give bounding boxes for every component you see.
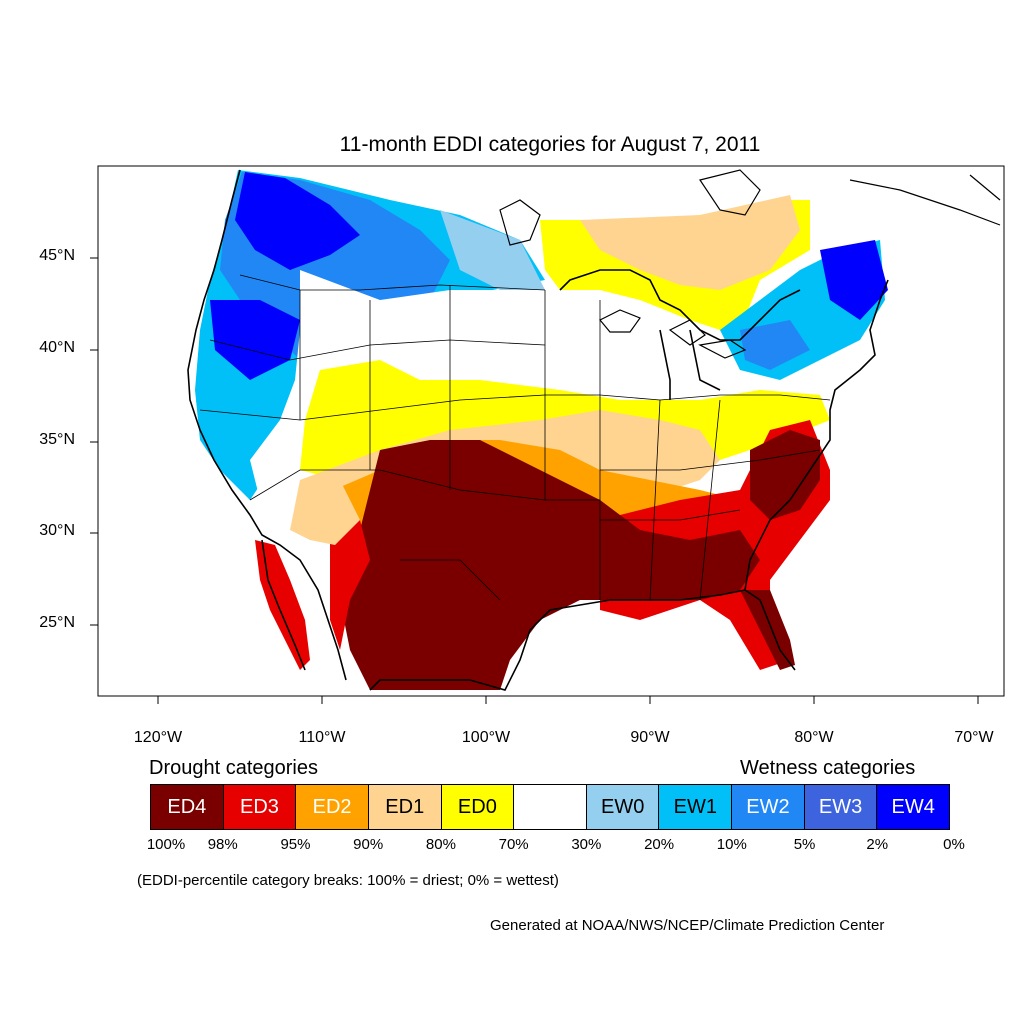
- credit-line: Generated at NOAA/NWS/NCEP/Climate Predi…: [490, 917, 885, 934]
- legend-cell-normal: [514, 785, 587, 829]
- region-ed3-southwest: [330, 520, 370, 650]
- region-ew2-northeast: [740, 320, 810, 370]
- region-ew4-northeast: [820, 240, 888, 320]
- map-canvas: [187, 169, 1001, 691]
- lon-label-100w: 100°W: [461, 729, 511, 746]
- lat-label-45: 45°N: [39, 247, 75, 264]
- percentile-tick: 98%: [207, 836, 238, 853]
- category-legend: ED4 ED3 ED2 ED1 ED0 EW0 EW1 EW2 EW3 EW4: [150, 784, 950, 830]
- lon-label-110w: 110°W: [298, 729, 346, 746]
- percentile-tick: 70%: [498, 836, 529, 853]
- canada-lakes: [499, 169, 1001, 359]
- lon-label-120w: 120°W: [133, 729, 183, 746]
- region-ed4-south: [330, 440, 760, 690]
- legend-cell-ew0: EW0: [586, 785, 660, 829]
- legend-cell-ed1: ED1: [368, 785, 442, 829]
- legend-cell-ed2: ED2: [296, 785, 369, 829]
- map-title: 11-month EDDI categories for August 7, 2…: [339, 133, 761, 156]
- percentile-tick: 5%: [793, 836, 816, 853]
- category-fill-regions: [195, 170, 888, 690]
- region-ed4-florida: [740, 590, 795, 670]
- percentile-tick: 30%: [571, 836, 602, 853]
- percentile-tick: 0%: [943, 836, 965, 853]
- legend-cell-ew1: EW1: [659, 785, 733, 829]
- lat-label-40: 40°N: [39, 339, 75, 356]
- percentile-tick: 100%: [146, 836, 186, 853]
- percentile-tick: 20%: [644, 836, 675, 853]
- category-breaks-note: (EDDI-percentile category breaks: 100% =…: [137, 872, 559, 889]
- region-ew4-oregon: [210, 300, 300, 380]
- region-ew4-nw: [235, 172, 360, 270]
- region-ed1-north: [580, 195, 800, 290]
- legend-cell-ed3: ED3: [223, 785, 297, 829]
- percentile-tick: 95%: [280, 836, 311, 853]
- region-ed4-southeast: [750, 430, 820, 520]
- legend-cell-ew2: EW2: [732, 785, 805, 829]
- lat-label-30: 30°N: [39, 522, 75, 539]
- legend-cell-ed4: ED4: [151, 785, 224, 829]
- wetness-categories-title: Wetness categories: [740, 757, 916, 779]
- drought-categories-title: Drought categories: [149, 757, 318, 779]
- region-ew0-plains: [440, 210, 545, 290]
- legend-cell-ew3: EW3: [804, 785, 878, 829]
- region-ed1-southwest: [290, 480, 360, 545]
- coastlines: [187, 169, 889, 691]
- map-frame: [97, 165, 1005, 697]
- percentile-tick: 90%: [353, 836, 384, 853]
- axis-ticks: [90, 257, 979, 704]
- legend-cell-ed0: ED0: [441, 785, 515, 829]
- lat-label-35: 35°N: [39, 431, 75, 448]
- percentile-tick: 10%: [716, 836, 747, 853]
- legend-cell-ew4: EW4: [877, 785, 950, 829]
- lat-label-25: 25°N: [39, 614, 75, 631]
- percentile-tick: 80%: [425, 836, 456, 853]
- lon-label-90w: 90°W: [630, 729, 670, 746]
- region-ed3-baja: [255, 540, 310, 670]
- percentile-tick: 2%: [866, 836, 889, 853]
- lon-label-70w: 70°W: [954, 729, 994, 746]
- lon-label-80w: 80°W: [794, 729, 834, 746]
- state-borders: [199, 274, 831, 601]
